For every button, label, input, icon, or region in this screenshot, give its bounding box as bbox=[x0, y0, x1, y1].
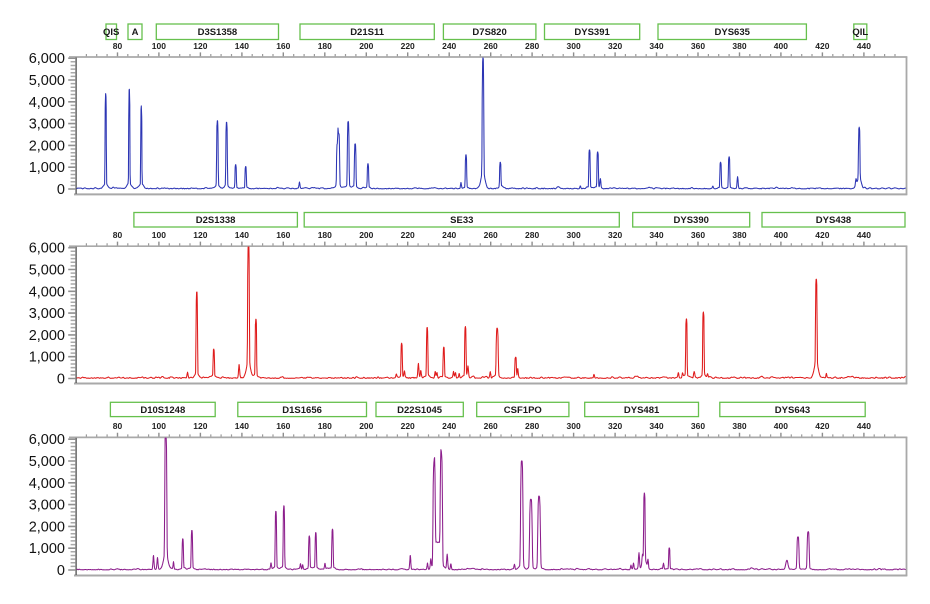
svg-text:180: 180 bbox=[318, 41, 332, 51]
svg-text:120: 120 bbox=[193, 230, 207, 240]
svg-text:1,000: 1,000 bbox=[29, 541, 65, 557]
svg-text:440: 440 bbox=[857, 41, 871, 51]
svg-text:100: 100 bbox=[152, 421, 166, 431]
svg-text:200: 200 bbox=[359, 230, 373, 240]
svg-text:6,000: 6,000 bbox=[29, 241, 65, 257]
svg-text:D21S11: D21S11 bbox=[350, 27, 385, 38]
svg-text:6,000: 6,000 bbox=[29, 51, 65, 67]
svg-text:320: 320 bbox=[608, 421, 622, 431]
svg-text:420: 420 bbox=[815, 41, 829, 51]
svg-text:2,000: 2,000 bbox=[29, 328, 65, 344]
svg-text:140: 140 bbox=[235, 421, 249, 431]
svg-text:440: 440 bbox=[857, 421, 871, 431]
svg-text:0: 0 bbox=[57, 182, 65, 198]
svg-text:SE33: SE33 bbox=[450, 215, 473, 226]
svg-text:D1S1656: D1S1656 bbox=[282, 405, 322, 416]
svg-text:280: 280 bbox=[525, 230, 539, 240]
svg-text:300: 300 bbox=[567, 421, 581, 431]
svg-text:D7S820: D7S820 bbox=[472, 27, 506, 38]
svg-text:1,000: 1,000 bbox=[29, 350, 65, 366]
svg-text:420: 420 bbox=[815, 421, 829, 431]
svg-text:120: 120 bbox=[193, 421, 207, 431]
svg-text:1,000: 1,000 bbox=[29, 160, 65, 176]
svg-text:200: 200 bbox=[359, 421, 373, 431]
svg-text:260: 260 bbox=[484, 421, 498, 431]
svg-text:180: 180 bbox=[318, 230, 332, 240]
svg-text:160: 160 bbox=[276, 41, 290, 51]
svg-text:4,000: 4,000 bbox=[29, 95, 65, 111]
svg-text:400: 400 bbox=[774, 230, 788, 240]
svg-text:240: 240 bbox=[442, 421, 456, 431]
svg-text:80: 80 bbox=[113, 230, 123, 240]
svg-text:80: 80 bbox=[113, 41, 123, 51]
svg-text:340: 340 bbox=[649, 421, 663, 431]
svg-text:420: 420 bbox=[815, 230, 829, 240]
svg-text:3,000: 3,000 bbox=[29, 498, 65, 514]
svg-text:D22S1045: D22S1045 bbox=[397, 405, 443, 416]
svg-text:400: 400 bbox=[774, 421, 788, 431]
svg-text:220: 220 bbox=[401, 421, 415, 431]
svg-text:380: 380 bbox=[732, 41, 746, 51]
svg-text:360: 360 bbox=[691, 41, 705, 51]
svg-text:5,000: 5,000 bbox=[29, 454, 65, 470]
svg-text:280: 280 bbox=[525, 421, 539, 431]
svg-text:400: 400 bbox=[774, 41, 788, 51]
svg-text:DYS635: DYS635 bbox=[715, 27, 751, 38]
svg-text:440: 440 bbox=[857, 230, 871, 240]
svg-text:DYS391: DYS391 bbox=[574, 27, 610, 38]
svg-text:D3S1358: D3S1358 bbox=[198, 27, 238, 38]
svg-text:D2S1338: D2S1338 bbox=[196, 215, 236, 226]
svg-text:140: 140 bbox=[235, 41, 249, 51]
svg-text:280: 280 bbox=[525, 41, 539, 51]
svg-text:240: 240 bbox=[442, 230, 456, 240]
svg-text:4,000: 4,000 bbox=[29, 284, 65, 300]
svg-text:5,000: 5,000 bbox=[29, 263, 65, 279]
svg-text:220: 220 bbox=[401, 230, 415, 240]
svg-text:240: 240 bbox=[442, 41, 456, 51]
svg-text:320: 320 bbox=[608, 41, 622, 51]
svg-text:340: 340 bbox=[649, 230, 663, 240]
svg-text:360: 360 bbox=[691, 421, 705, 431]
svg-text:320: 320 bbox=[608, 230, 622, 240]
svg-text:DYS481: DYS481 bbox=[624, 405, 660, 416]
svg-text:380: 380 bbox=[732, 230, 746, 240]
svg-text:360: 360 bbox=[691, 230, 705, 240]
svg-text:2,000: 2,000 bbox=[29, 138, 65, 154]
svg-text:260: 260 bbox=[484, 41, 498, 51]
svg-text:QIS: QIS bbox=[103, 27, 119, 38]
svg-text:160: 160 bbox=[276, 230, 290, 240]
svg-text:0: 0 bbox=[57, 372, 65, 388]
svg-text:340: 340 bbox=[649, 41, 663, 51]
svg-text:180: 180 bbox=[318, 421, 332, 431]
svg-text:380: 380 bbox=[732, 421, 746, 431]
svg-text:D10S1248: D10S1248 bbox=[140, 405, 185, 416]
svg-text:0: 0 bbox=[57, 563, 65, 579]
svg-text:A: A bbox=[132, 27, 139, 38]
svg-text:DYS390: DYS390 bbox=[674, 215, 709, 226]
svg-text:4,000: 4,000 bbox=[29, 476, 65, 492]
svg-text:160: 160 bbox=[276, 421, 290, 431]
svg-text:DYS643: DYS643 bbox=[775, 405, 810, 416]
svg-text:3,000: 3,000 bbox=[29, 306, 65, 322]
svg-text:2,000: 2,000 bbox=[29, 519, 65, 535]
svg-text:DYS438: DYS438 bbox=[816, 215, 851, 226]
svg-text:300: 300 bbox=[567, 230, 581, 240]
svg-text:80: 80 bbox=[113, 421, 123, 431]
svg-text:100: 100 bbox=[152, 41, 166, 51]
svg-text:300: 300 bbox=[567, 41, 581, 51]
svg-text:260: 260 bbox=[484, 230, 498, 240]
svg-text:140: 140 bbox=[235, 230, 249, 240]
svg-text:120: 120 bbox=[193, 41, 207, 51]
svg-text:5,000: 5,000 bbox=[29, 73, 65, 89]
svg-text:100: 100 bbox=[152, 230, 166, 240]
svg-text:220: 220 bbox=[401, 41, 415, 51]
svg-text:200: 200 bbox=[359, 41, 373, 51]
svg-text:3,000: 3,000 bbox=[29, 117, 65, 133]
svg-text:6,000: 6,000 bbox=[29, 432, 65, 448]
svg-text:QIL: QIL bbox=[852, 27, 868, 38]
svg-text:CSF1PO: CSF1PO bbox=[504, 405, 542, 416]
